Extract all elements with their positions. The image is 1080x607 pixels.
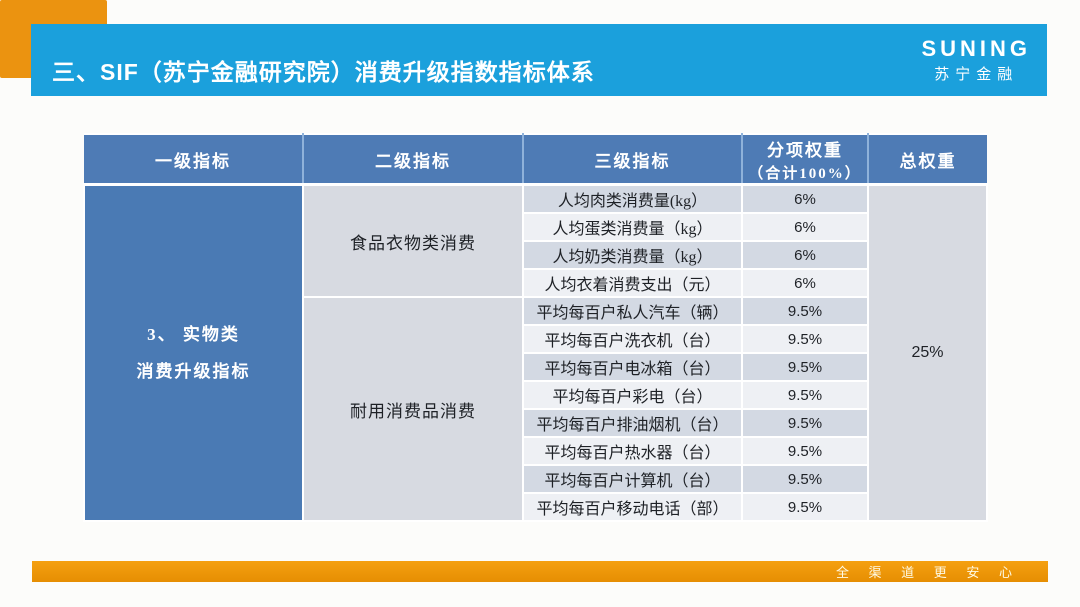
table-row: 人均衣着消费支出（元） 6% <box>84 268 987 298</box>
table-row: 平均每百户洗衣机（台） 9.5% <box>84 324 987 354</box>
indicator-cell: 平均每百户洗衣机（台） <box>522 324 743 354</box>
weight-cell: 9.5% <box>741 380 869 410</box>
weight-cell: 6% <box>741 183 869 214</box>
indicator-table: 一级指标 二级指标 三级指标 分项权重 （合计100%） 总权重 3、 实物类 … <box>83 133 988 522</box>
footer-bar: 全 渠 道 更 安 心 <box>32 561 1048 582</box>
table-header-row: 一级指标 二级指标 三级指标 分项权重 （合计100%） 总权重 <box>84 133 987 186</box>
page-title: 三、SIF（苏宁金融研究院）消费升级指数指标体系 <box>52 59 595 85</box>
weight-cell: 6% <box>741 240 869 270</box>
col-header-item-weight: 分项权重 （合计100%） <box>741 133 869 186</box>
level1-indicator-cell: 3、 实物类 消费升级指标 <box>83 183 304 522</box>
suning-logo: SUNING 苏宁金融 <box>921 38 1031 84</box>
table-row: 平均每百户移动电话（部） 9.5% <box>84 492 987 522</box>
indicator-cell: 平均每百户电冰箱（台） <box>522 352 743 382</box>
table-row: 平均每百户计算机（台） 9.5% <box>84 464 987 494</box>
indicator-cell: 平均每百户计算机（台） <box>522 464 743 494</box>
indicator-cell: 平均每百户排油烟机（台） <box>522 408 743 438</box>
level1-line1: 3、 实物类 <box>147 324 240 344</box>
col-header-total-weight: 总权重 <box>867 133 987 186</box>
level1-line2: 消费升级指标 <box>136 362 251 381</box>
indicator-cell: 人均衣着消费支出（元） <box>522 268 743 298</box>
indicator-cell: 平均每百户热水器（台） <box>522 436 743 466</box>
indicator-cell: 人均蛋类消费量（kg） <box>522 212 743 242</box>
item-weight-header-line1: 分项权重 <box>767 140 843 160</box>
col-header-level3: 三级指标 <box>522 133 743 186</box>
table-row: 人均蛋类消费量（kg） 6% <box>84 212 987 242</box>
item-weight-header-line2: （合计100%） <box>748 165 862 182</box>
weight-cell: 9.5% <box>741 464 869 494</box>
suning-logo-wordmark: SUNING <box>921 36 1031 61</box>
footer-slogan: 全 渠 道 更 安 心 <box>835 565 1020 580</box>
level2-group-durables: 耐用消费品消费 <box>302 296 524 522</box>
table-row: 人均奶类消费量（kg） 6% <box>84 240 987 270</box>
table-row: 平均每百户电冰箱（台） 9.5% <box>84 352 987 382</box>
col-header-level2: 二级指标 <box>302 133 524 186</box>
indicator-cell: 人均肉类消费量(kg） <box>522 183 743 214</box>
col-header-level1: 一级指标 <box>84 133 304 186</box>
weight-cell: 9.5% <box>741 408 869 438</box>
indicator-cell: 平均每百户彩电（台） <box>522 380 743 410</box>
weight-cell: 9.5% <box>741 296 869 326</box>
table-row: 平均每百户热水器（台） 9.5% <box>84 436 987 466</box>
table-row: 平均每百户排油烟机（台） 9.5% <box>84 408 987 438</box>
total-weight-cell: 25% <box>867 183 988 522</box>
suning-logo-chinese: 苏宁金融 <box>934 66 1019 83</box>
title-bar: 三、SIF（苏宁金融研究院）消费升级指数指标体系 SUNING 苏宁金融 <box>31 24 1047 96</box>
indicator-cell: 人均奶类消费量（kg） <box>522 240 743 270</box>
table-row: 耐用消费品消费 平均每百户私人汽车（辆） 9.5% <box>84 296 987 522</box>
weight-cell: 9.5% <box>741 492 869 522</box>
weight-cell: 9.5% <box>741 324 869 354</box>
table-row: 平均每百户彩电（台） 9.5% <box>84 380 987 410</box>
weight-cell: 6% <box>741 268 869 298</box>
weight-cell: 9.5% <box>741 436 869 466</box>
indicator-cell: 平均每百户移动电话（部） <box>522 492 743 522</box>
indicator-cell: 平均每百户私人汽车（辆） <box>522 296 743 326</box>
level2-group-food-clothing: 食品衣物类消费 <box>302 183 524 298</box>
table-row: 3、 实物类 消费升级指标 食品衣物类消费 人均肉类消费量(kg） 6% 25% <box>83 183 988 522</box>
weight-cell: 9.5% <box>741 352 869 382</box>
weight-cell: 6% <box>741 212 869 242</box>
